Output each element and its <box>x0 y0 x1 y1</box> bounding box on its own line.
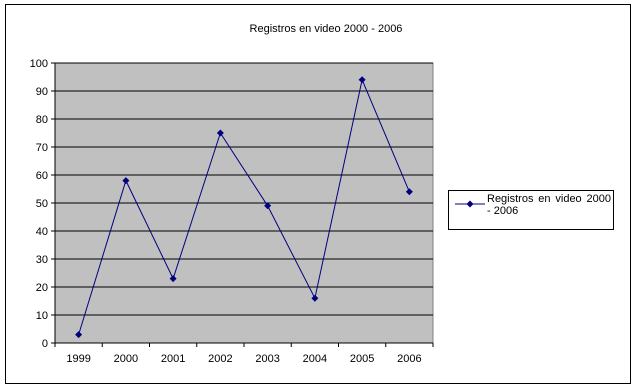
data-point <box>122 177 130 185</box>
x-tick-label: 2000 <box>114 353 138 365</box>
axes: 0 10 20 30 40 50 60 70 80 90 100 1999 2000 2001 2002 20… <box>30 58 434 365</box>
legend: Registros en video 2000 - 2006 <box>448 190 614 230</box>
y-tick-label: 90 <box>36 86 48 98</box>
data-point <box>264 202 272 210</box>
data-point <box>169 275 177 283</box>
data-point <box>405 188 413 196</box>
y-tick-label: 0 <box>42 338 48 350</box>
y-tick-label: 30 <box>36 254 48 266</box>
data-point <box>75 331 83 339</box>
legend-label: Registros en video 2000 - 2006 <box>487 193 611 217</box>
x-tick-label: 1999 <box>66 353 90 365</box>
legend-marker-icon <box>455 200 485 208</box>
series-layer <box>75 76 413 339</box>
gridlines <box>55 62 433 316</box>
x-tick-label: 2006 <box>397 353 421 365</box>
x-tick-label: 2004 <box>303 353 327 365</box>
y-tick-label: 100 <box>30 58 48 70</box>
y-tick-label: 20 <box>36 282 48 294</box>
chart-title: Registros en video 2000 - 2006 <box>250 23 403 35</box>
x-tick-label: 2001 <box>161 353 185 365</box>
x-tick-label: 2003 <box>255 353 279 365</box>
y-tick-label: 40 <box>36 226 48 238</box>
data-point <box>311 294 319 302</box>
y-tick-label: 50 <box>36 198 48 210</box>
y-tick-label: 70 <box>36 142 48 154</box>
y-tick-label: 80 <box>36 114 48 126</box>
y-tick-label: 10 <box>36 310 48 322</box>
x-tick-label: 2005 <box>350 353 374 365</box>
data-point <box>358 76 366 84</box>
line-chart: Registros en video 2000 - 2006 0 10 20 30 40… <box>30 23 434 365</box>
data-point <box>216 129 224 137</box>
x-tick-label: 2002 <box>208 353 232 365</box>
y-tick-label: 60 <box>36 170 48 182</box>
series-line <box>78 78 410 335</box>
